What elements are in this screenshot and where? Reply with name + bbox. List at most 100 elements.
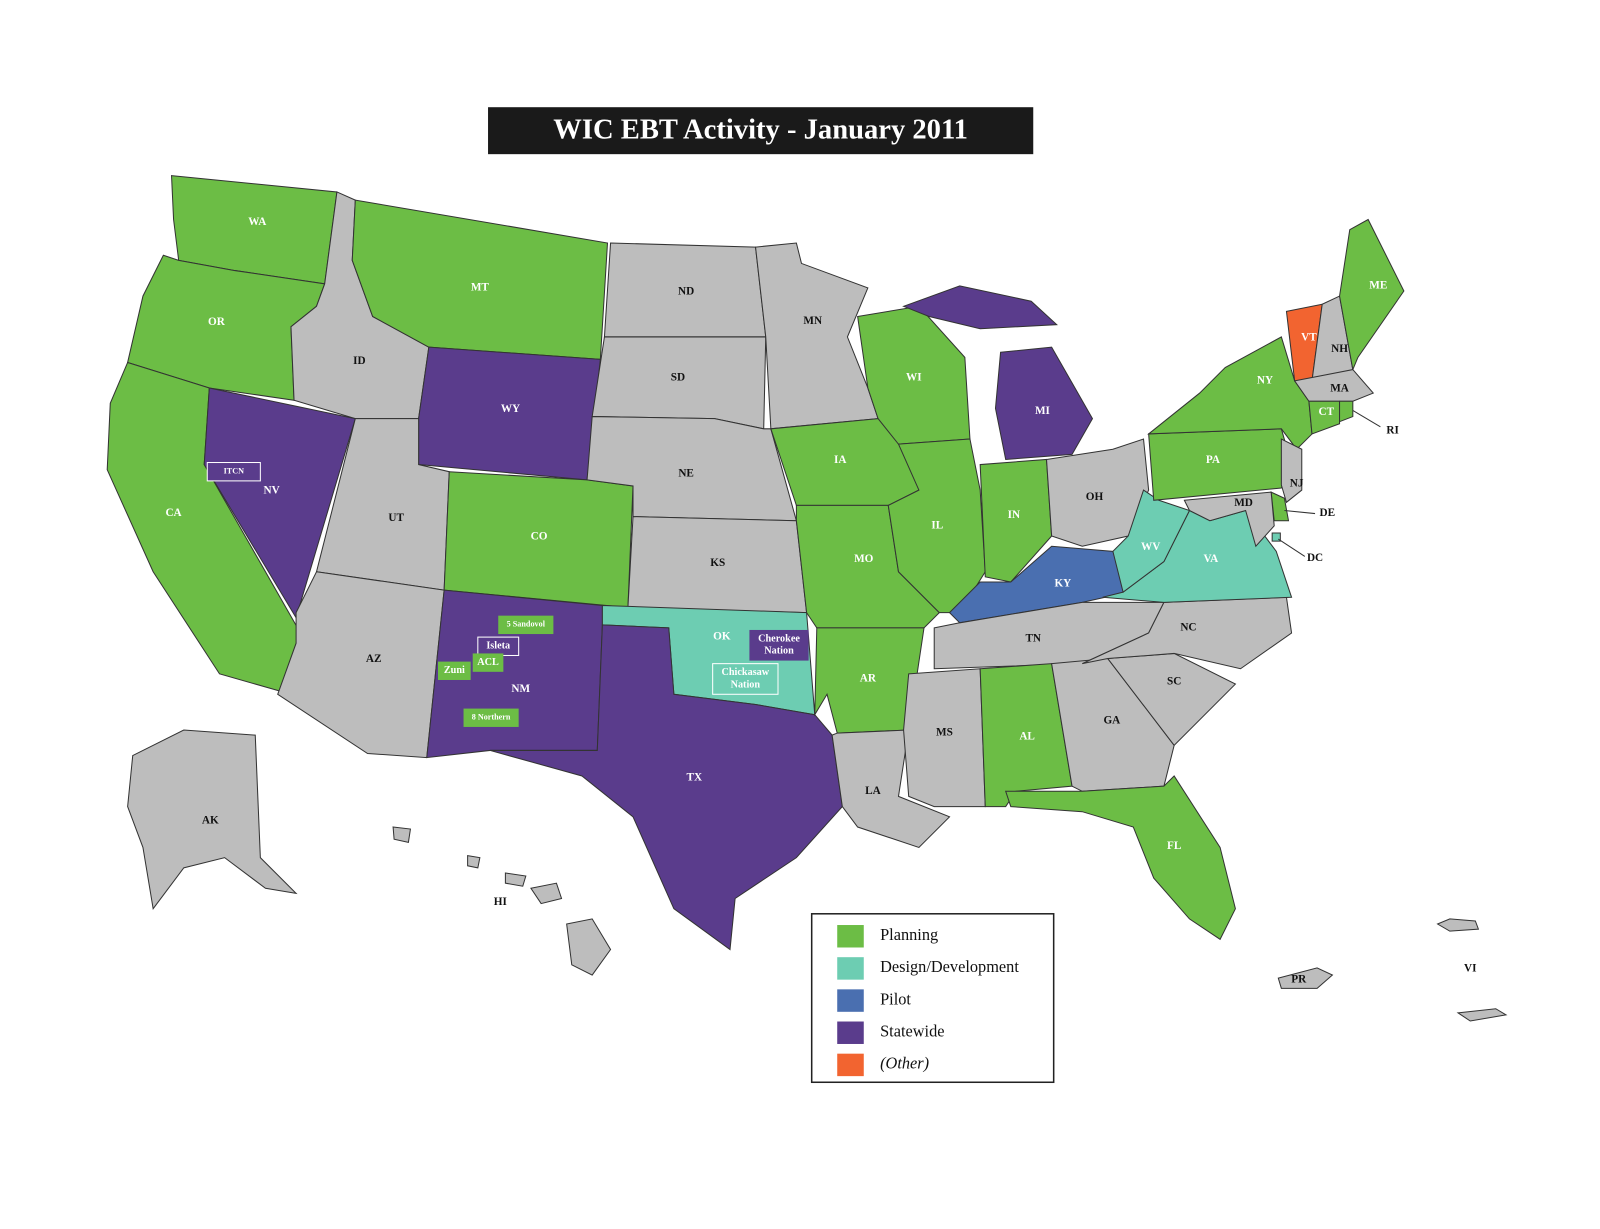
tribal-label: Nation [764,646,794,657]
state-label: SC [1167,676,1181,688]
tribal-label: Cherokee [758,633,800,644]
state-shape [1148,428,1293,501]
state-label: AR [860,673,877,685]
state-label: CA [165,507,182,519]
legend-label: Design/Development [880,957,1019,976]
state-shape [467,854,481,869]
state-label: CO [531,531,548,543]
tribal-box [498,615,554,635]
state-label: AL [1019,731,1035,743]
state-label: RI [1386,424,1398,436]
legend-swatch [837,1021,864,1044]
state-label: TX [686,772,702,784]
state-label: WY [501,403,520,415]
title-box [488,107,1034,155]
state-label: DE [1320,507,1336,519]
state-label: NJ [1290,478,1304,490]
map-body: WIC EBT Activity - January 2011 WA OR CA ID… [106,107,1508,1084]
state-shape [443,471,634,609]
state-label: KY [1054,578,1071,590]
state-label: MN [803,315,822,327]
state-shape [566,918,612,976]
state-shape [418,346,601,481]
state-label: MT [471,282,490,294]
state-label: NV [263,485,279,497]
states [106,175,1508,1022]
state-label: WA [248,216,267,228]
state-label: VI [1464,963,1476,975]
leader-line [1352,410,1381,428]
state-label: IN [1008,509,1020,521]
state-label: WV [1141,541,1160,553]
state-shape [530,882,563,905]
map-title: WIC EBT Activity - January 2011 [553,114,968,145]
tribal-label: Chickasaw [722,667,770,678]
state-label: OK [713,631,731,643]
legend-label: Pilot [880,989,911,1008]
state-shape [1293,369,1375,402]
state-label: IL [931,519,943,531]
state-shape [994,346,1094,460]
state-label: VA [1204,553,1220,565]
state-label: DC [1307,552,1323,564]
state-shape [979,458,1053,583]
state-label: AK [202,814,219,826]
legend-label: Statewide [880,1021,944,1040]
state-shape [1004,775,1236,941]
state-label: MI [1035,405,1050,417]
state-label: ME [1369,279,1387,291]
legend-swatch [837,1053,864,1077]
tribal-label: ACL [477,657,499,668]
state-label: KS [710,557,725,569]
state-shape [1082,596,1293,670]
state-shape [902,285,1058,330]
tribal-label: ITCN [224,467,245,476]
state-label: ND [678,286,694,298]
leader-lines [1278,410,1381,557]
tribal-box [472,653,504,672]
state-label: GA [1103,714,1121,726]
state-shape [1308,400,1341,435]
state-label: NH [1331,343,1348,355]
state-label: TN [1025,633,1041,645]
state-label: HI [494,896,507,908]
tribal-box [463,708,519,727]
tribal-box [749,629,809,661]
state-shape [754,242,879,430]
state-label: MA [1330,383,1350,395]
state-label: SD [671,371,685,383]
state-label: OH [1086,491,1104,503]
state-label: UT [388,512,404,524]
state-label: NE [678,467,694,479]
state-label: MS [936,727,953,739]
state-shape [1280,438,1303,504]
state-shape [1183,491,1275,548]
state-labels: WA OR CA ID NV MT WY UT CO AZ NM ND SD NE KS OK TX MN IA MO… [165,216,1476,986]
tribal-label: 5 Sandovol [507,620,546,629]
state-label: ID [353,355,365,367]
state-label: MD [1234,497,1253,509]
state-label: NY [1257,374,1273,386]
legend-swatch [837,925,864,948]
state-label: PR [1291,974,1307,986]
tribal-box [712,663,779,695]
legend-swatch [837,989,864,1012]
tribal-label: Zuni [444,665,465,676]
tribal-box [438,661,471,680]
state-label: AZ [366,653,382,665]
state-label: IA [834,454,847,466]
state-label: FL [1167,840,1182,852]
state-shape [1456,1008,1508,1022]
state-shape [392,826,412,843]
legend-label: (Other) [880,1054,929,1073]
legend-label: Planning [880,925,938,944]
leader-line [1278,538,1306,557]
leader-line [1284,509,1316,515]
state-shape [127,729,298,910]
state-label: NC [1180,621,1196,633]
tribal-box [206,462,261,482]
state-label: OR [208,316,226,328]
legend: Planning Design/Development Pilot Statewide… [837,925,1019,1077]
